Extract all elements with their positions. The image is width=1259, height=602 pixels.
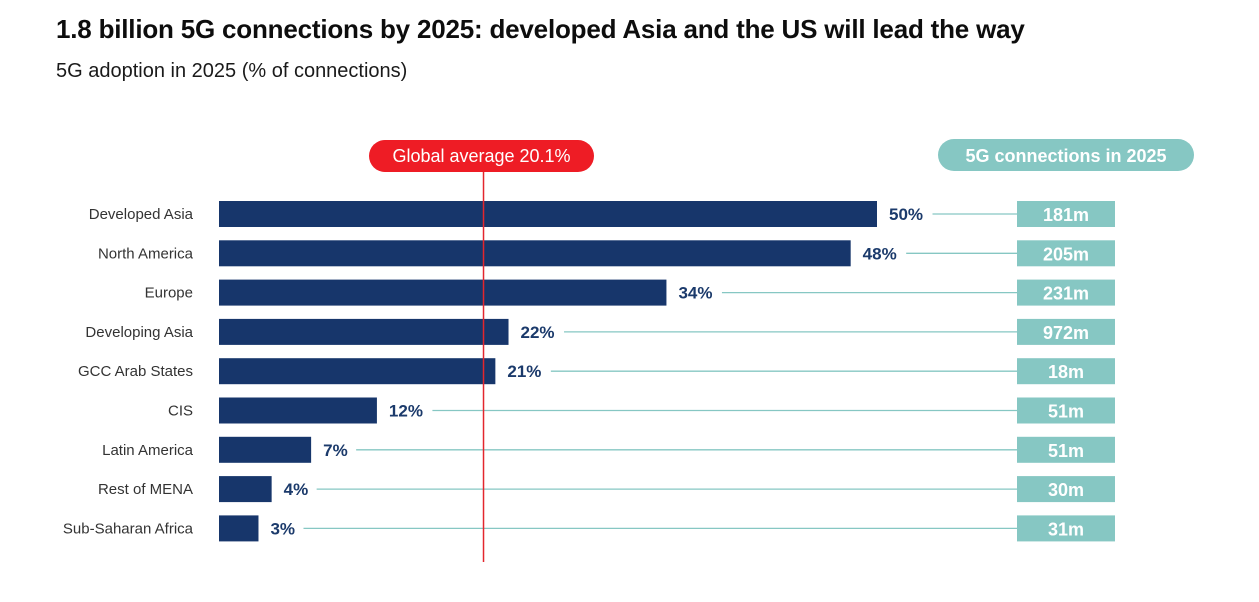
chart-subtitle: 5G adoption in 2025 (% of connections) bbox=[56, 60, 408, 82]
bars bbox=[219, 201, 877, 542]
category-label: Europe bbox=[145, 285, 193, 302]
value-label: 22% bbox=[521, 323, 555, 342]
category-label: North America bbox=[98, 245, 194, 262]
connections-header-pill bbox=[938, 139, 1194, 171]
global-average-marker: Global average 20.1% bbox=[369, 140, 594, 562]
connections-value: 51m bbox=[1048, 402, 1084, 422]
category-label: CIS bbox=[168, 403, 193, 420]
connections-box bbox=[1017, 318, 1115, 345]
connections-box bbox=[1017, 397, 1115, 424]
bar bbox=[219, 515, 259, 542]
connections-header: 5G connections in 2025 bbox=[938, 139, 1194, 171]
bar bbox=[219, 279, 667, 306]
bar bbox=[219, 201, 877, 227]
category-label: Latin America bbox=[102, 442, 194, 459]
value-label: 7% bbox=[323, 441, 348, 460]
connections-value: 30m bbox=[1048, 480, 1084, 500]
value-label: 4% bbox=[284, 480, 309, 499]
value-labels: 50% 48% 34% 22% 21% 12% 7% 4% 3% bbox=[270, 205, 923, 538]
connections-box bbox=[1017, 436, 1115, 463]
value-label: 3% bbox=[270, 519, 295, 538]
value-label: 21% bbox=[507, 362, 541, 381]
value-label: 12% bbox=[389, 402, 423, 421]
category-label: Rest of MENA bbox=[98, 481, 193, 498]
global-average-label: Global average 20.1% bbox=[392, 146, 570, 166]
bar bbox=[219, 436, 312, 463]
bar bbox=[219, 318, 509, 345]
category-label: Developed Asia bbox=[89, 206, 194, 223]
connections-value: 181m bbox=[1043, 205, 1089, 225]
connections-box bbox=[1017, 476, 1115, 503]
connections-box bbox=[1017, 240, 1115, 267]
global-average-pill bbox=[369, 140, 594, 172]
value-label: 50% bbox=[889, 205, 923, 224]
connections-box bbox=[1017, 358, 1115, 385]
connections-box bbox=[1017, 279, 1115, 306]
chart-title: 1.8 billion 5G connections by 2025: deve… bbox=[56, 14, 1025, 44]
connections-box bbox=[1017, 515, 1115, 542]
category-label: Sub-Saharan Africa bbox=[63, 520, 194, 537]
category-label: GCC Arab States bbox=[78, 363, 193, 380]
connections-value: 205m bbox=[1043, 244, 1089, 264]
connections-header-label: 5G connections in 2025 bbox=[965, 146, 1166, 166]
connections-column: 181m 205m 231m 972m 18m 51m 51m 30m 31m bbox=[1017, 201, 1115, 542]
connections-value: 231m bbox=[1043, 284, 1089, 304]
connections-box bbox=[1017, 201, 1115, 227]
value-label: 34% bbox=[678, 284, 712, 303]
bar bbox=[219, 240, 851, 267]
value-label: 48% bbox=[863, 244, 897, 263]
category-labels: Developed Asia North America Europe Develop… bbox=[63, 206, 194, 537]
connections-value: 51m bbox=[1048, 441, 1084, 461]
connector-lines bbox=[303, 213, 1017, 530]
connections-value: 972m bbox=[1043, 323, 1089, 343]
bar bbox=[219, 397, 377, 424]
bar bbox=[219, 358, 496, 385]
bar bbox=[219, 476, 272, 503]
connections-value: 18m bbox=[1048, 362, 1084, 382]
category-label: Developing Asia bbox=[85, 324, 193, 341]
connections-value: 31m bbox=[1048, 519, 1084, 539]
